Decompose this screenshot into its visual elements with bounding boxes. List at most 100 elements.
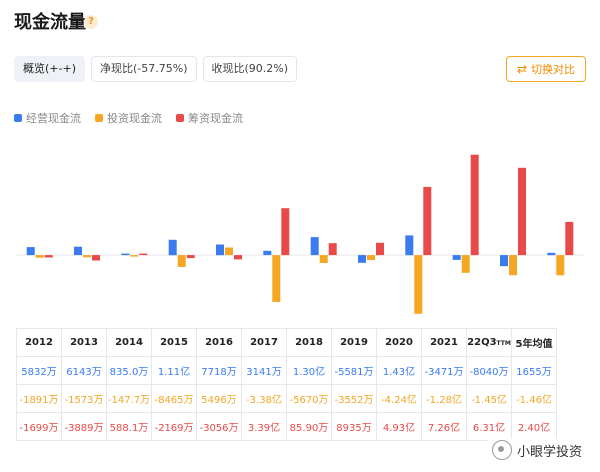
bar-financing-2019[interactable] bbox=[376, 242, 384, 256]
table-cell: -3.38亿 bbox=[241, 384, 287, 413]
bar-operating-2012[interactable] bbox=[26, 247, 35, 256]
page-title: 现金流量 bbox=[14, 12, 86, 33]
table-cell: 1.43亿 bbox=[376, 356, 422, 385]
legend-swatch-investing bbox=[95, 114, 103, 122]
table-cell: -5670万 bbox=[286, 384, 332, 413]
table-cell: 1.30亿 bbox=[286, 356, 332, 385]
bar-investing-2013[interactable] bbox=[83, 255, 91, 258]
column-header: 2013 bbox=[61, 328, 107, 357]
bar-financing-2013[interactable] bbox=[92, 255, 100, 261]
bar-operating-2013[interactable] bbox=[74, 246, 82, 256]
table-cell: -147.7万 bbox=[106, 384, 152, 413]
bar-financing-2015[interactable] bbox=[186, 255, 195, 259]
bar-investing-5年均值[interactable] bbox=[556, 255, 565, 276]
table-cell: 1.11亿 bbox=[151, 356, 197, 385]
table-cell: 6143万 bbox=[61, 356, 107, 385]
table-cell: 5832万 bbox=[16, 356, 62, 385]
bar-financing-2016[interactable] bbox=[234, 255, 242, 260]
table-cell: 2.40亿 bbox=[511, 412, 557, 441]
bar-investing-2016[interactable] bbox=[225, 247, 233, 256]
bar-operating-22Q3TTM[interactable] bbox=[500, 255, 508, 267]
compare-button[interactable]: ⇄ 切换对比 bbox=[505, 56, 586, 82]
column-header: 2018 bbox=[286, 328, 332, 357]
legend-label-operating: 经营现金流 bbox=[26, 112, 81, 125]
bar-investing-22Q3TTM[interactable] bbox=[509, 255, 517, 276]
column-header: 2015 bbox=[151, 328, 197, 357]
table-cell: -4.24亿 bbox=[376, 384, 422, 413]
bar-investing-2021[interactable] bbox=[461, 255, 470, 273]
bar-operating-2014[interactable] bbox=[121, 253, 130, 256]
column-header: 2016 bbox=[196, 328, 242, 357]
bar-investing-2020[interactable] bbox=[414, 255, 423, 314]
bar-financing-2012[interactable] bbox=[44, 255, 53, 258]
bar-operating-2016[interactable] bbox=[216, 244, 224, 256]
table-cell: 588.1万 bbox=[106, 412, 152, 441]
legend-item-investing[interactable]: 投资现金流 bbox=[95, 110, 162, 126]
bar-financing-2021[interactable] bbox=[470, 154, 479, 256]
table-cell: 3141万 bbox=[241, 356, 287, 385]
table-cell: 8935万 bbox=[331, 412, 377, 441]
bar-financing-2018[interactable] bbox=[328, 243, 337, 256]
table-cell: 5496万 bbox=[196, 384, 242, 413]
table-cell: -1891万 bbox=[16, 384, 62, 413]
bar-investing-2019[interactable] bbox=[367, 255, 375, 261]
watermark-text: 小眼学投资 bbox=[516, 444, 582, 460]
tab-overview[interactable]: 概览(+-+) bbox=[14, 56, 85, 82]
legend-swatch-operating bbox=[14, 114, 22, 122]
compare-label: 切换对比 bbox=[531, 63, 575, 76]
table-cell: 6.31亿 bbox=[466, 412, 512, 441]
bar-financing-2017[interactable] bbox=[281, 208, 290, 256]
table-cell: 835.0万 bbox=[106, 356, 152, 385]
cash-flow-bar-chart bbox=[16, 154, 584, 314]
table-cell: -3471万 bbox=[421, 356, 467, 385]
bar-operating-2019[interactable] bbox=[358, 255, 366, 263]
bar-operating-2018[interactable] bbox=[310, 237, 319, 256]
bar-operating-5年均值[interactable] bbox=[547, 252, 556, 256]
bar-operating-2020[interactable] bbox=[405, 235, 414, 256]
column-header: 2019 bbox=[331, 328, 377, 357]
watermark: 小眼学投资 bbox=[487, 438, 586, 462]
tab-cash-collection-ratio[interactable]: 收现比(90.2%) bbox=[202, 56, 298, 82]
bar-investing-2018[interactable] bbox=[319, 255, 328, 263]
bar-operating-2015[interactable] bbox=[168, 239, 177, 256]
table-row-financing: -1699万 -3889万 588.1万 -2169万 -3056万 3.39亿 85.90… bbox=[16, 412, 557, 441]
column-header: 22Q3TTM bbox=[466, 328, 512, 357]
column-header: 2021 bbox=[421, 328, 467, 357]
bar-investing-2017[interactable] bbox=[272, 255, 281, 302]
bar-financing-5年均值[interactable] bbox=[565, 221, 574, 256]
table-cell: -1699万 bbox=[16, 412, 62, 441]
bar-operating-2017[interactable] bbox=[263, 250, 272, 256]
bar-financing-2020[interactable] bbox=[423, 186, 432, 256]
table-cell: 85.90万 bbox=[286, 412, 332, 441]
tab-net-cash-ratio[interactable]: 净现比(-57.75%) bbox=[91, 56, 197, 82]
bar-investing-2014[interactable] bbox=[130, 255, 139, 257]
legend-item-financing[interactable]: 筹资现金流 bbox=[176, 110, 243, 126]
table-cell: 1655万 bbox=[511, 356, 557, 385]
wechat-logo-icon bbox=[491, 440, 512, 460]
legend-item-operating[interactable]: 经营现金流 bbox=[14, 110, 81, 126]
bar-financing-2014[interactable] bbox=[139, 253, 148, 256]
cash-flow-table: 2012 2013 2014 2015 2016 2017 2018 2019 2020 2021… bbox=[16, 328, 557, 441]
table-cell: 4.93亿 bbox=[376, 412, 422, 441]
bar-investing-2012[interactable] bbox=[35, 255, 44, 258]
bar-investing-2015[interactable] bbox=[177, 255, 186, 267]
table-cell: -1573万 bbox=[61, 384, 107, 413]
table-cell: -1.28亿 bbox=[421, 384, 467, 413]
table-cell: -8040万 bbox=[466, 356, 512, 385]
table-cell: -2169万 bbox=[151, 412, 197, 441]
table-cell: -1.45亿 bbox=[466, 384, 512, 413]
legend-swatch-financing bbox=[176, 114, 184, 122]
help-icon[interactable]: ? bbox=[84, 15, 98, 29]
legend-label-financing: 筹资现金流 bbox=[188, 112, 243, 125]
table-cell: -5581万 bbox=[331, 356, 377, 385]
table-cell: 7.26亿 bbox=[421, 412, 467, 441]
table-cell: -8465万 bbox=[151, 384, 197, 413]
table-row-investing: -1891万 -1573万 -147.7万 -8465万 5496万 -3.38亿 -567… bbox=[16, 384, 557, 413]
table-cell: -3889万 bbox=[61, 412, 107, 441]
table-cell: -3056万 bbox=[196, 412, 242, 441]
column-header: 2012 bbox=[16, 328, 62, 357]
column-header: 2014 bbox=[106, 328, 152, 357]
bar-financing-22Q3TTM[interactable] bbox=[518, 167, 526, 256]
bar-operating-2021[interactable] bbox=[452, 255, 461, 260]
column-header: 5年均值 bbox=[511, 328, 557, 357]
